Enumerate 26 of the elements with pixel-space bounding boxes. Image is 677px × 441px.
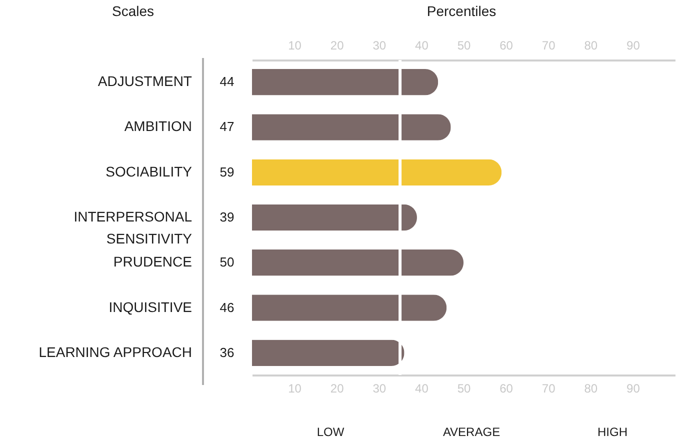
data-label: 46 <box>220 300 234 315</box>
data-label: 50 <box>220 254 234 270</box>
y-tick-label: PRUDENCE <box>113 254 192 270</box>
bar <box>252 114 451 140</box>
bar <box>252 204 417 231</box>
bar <box>252 340 404 366</box>
data-label: 59 <box>220 164 234 180</box>
bar <box>252 69 438 96</box>
data-label: 36 <box>220 344 234 360</box>
data-label: 39 <box>220 210 234 224</box>
chart-title: Percentiles <box>426 3 496 19</box>
y-tick-label: INQUISITIVE <box>108 298 192 315</box>
text: HIGH <box>598 425 628 439</box>
y-tick-label: ADJUSTMENT <box>98 73 192 90</box>
y-tick-label: SOCIABILITY <box>106 163 193 180</box>
y-tick-label: INTERPERSONAL SENSITIVITY <box>74 208 193 246</box>
data-label: 44 <box>220 74 234 90</box>
text: LOW <box>316 425 345 439</box>
bar <box>252 159 502 186</box>
data-label: 47 <box>220 119 234 134</box>
bar <box>252 250 464 276</box>
text: AVERAGE <box>442 425 500 439</box>
bar <box>252 294 447 321</box>
y-axis-title: Scales <box>112 3 154 19</box>
y-tick-label: LEARNING APPROACH <box>38 344 192 360</box>
y-tick-label: AMBITION <box>124 118 192 134</box>
